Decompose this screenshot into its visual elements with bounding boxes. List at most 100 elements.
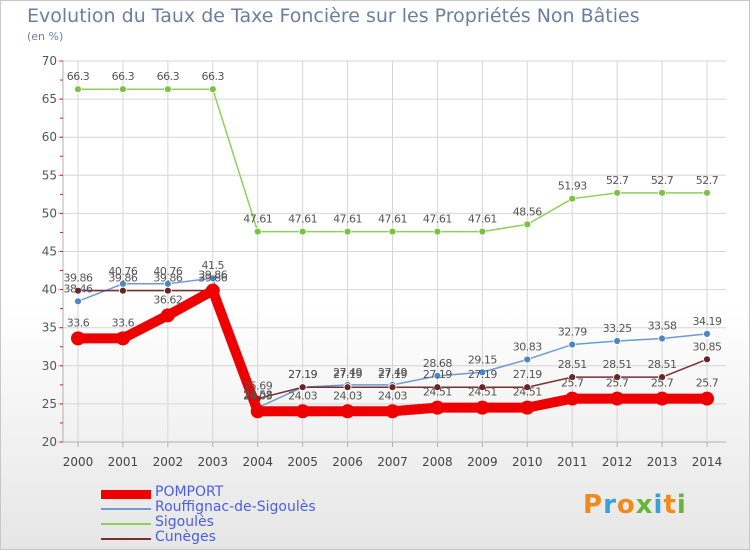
data-point xyxy=(655,391,670,406)
data-point xyxy=(658,373,666,382)
data-label: 25.7 xyxy=(606,377,629,390)
y-tick-label: 50 xyxy=(42,206,57,220)
x-tick-label: 2003 xyxy=(198,455,229,469)
data-label: 39.86 xyxy=(198,269,227,282)
data-label: 66.3 xyxy=(202,70,225,83)
x-tick-label: 2005 xyxy=(287,455,318,469)
data-point xyxy=(250,404,265,419)
data-point xyxy=(478,227,487,236)
data-point xyxy=(568,373,577,382)
y-tick-label: 35 xyxy=(42,321,57,335)
logo-letter: t xyxy=(663,490,677,520)
data-label: 33.6 xyxy=(112,316,135,329)
x-tick-label: 2000 xyxy=(63,455,94,469)
data-label: 47.61 xyxy=(378,213,407,226)
data-label: 27.19 xyxy=(423,368,452,381)
data-point xyxy=(433,227,442,236)
data-label: 66.3 xyxy=(67,70,90,83)
data-label: 28.51 xyxy=(558,358,587,371)
y-tick-label: 20 xyxy=(42,435,57,449)
data-point xyxy=(613,337,622,345)
data-point xyxy=(385,404,400,419)
x-tick-label: 2008 xyxy=(422,455,453,469)
y-tick-label: 45 xyxy=(42,245,57,259)
legend-label: Sigoulès xyxy=(155,514,214,530)
data-label: 27.19 xyxy=(333,368,362,381)
data-label: 52.7 xyxy=(651,174,674,187)
data-point xyxy=(475,400,490,415)
data-point xyxy=(523,355,532,364)
x-tick-label: 2014 xyxy=(692,455,723,469)
data-label: 24.58 xyxy=(243,389,272,402)
x-tick-label: 2006 xyxy=(332,455,363,469)
data-label: 34.19 xyxy=(693,315,722,328)
data-label: 25.7 xyxy=(561,377,584,390)
y-tick-label: 40 xyxy=(42,283,57,297)
data-point xyxy=(478,383,487,392)
data-point xyxy=(703,355,711,364)
x-tick-label: 2007 xyxy=(377,455,408,469)
data-point xyxy=(703,329,711,338)
data-label: 33.58 xyxy=(648,320,677,333)
data-label: 40.76 xyxy=(153,265,182,278)
data-label: 41.5 xyxy=(202,259,225,272)
data-point xyxy=(74,85,82,94)
data-label: 28.51 xyxy=(648,358,677,371)
data-label: 24.03 xyxy=(333,389,362,402)
data-point xyxy=(295,404,310,419)
data-label: 30.83 xyxy=(513,340,542,353)
logo-letter: i xyxy=(676,490,687,520)
data-label: 29.15 xyxy=(468,353,497,366)
data-label: 33.6 xyxy=(67,316,90,329)
data-label: 24.51 xyxy=(468,386,497,399)
data-label: 66.3 xyxy=(157,70,180,83)
unit-label: (en %) xyxy=(27,30,64,43)
data-label: 27.49 xyxy=(378,366,407,379)
data-point xyxy=(568,194,577,203)
data-label: 47.61 xyxy=(333,213,362,226)
legend-swatch xyxy=(101,538,151,540)
data-point xyxy=(74,297,82,306)
data-label: 24.51 xyxy=(423,386,452,399)
data-label: 39.86 xyxy=(198,272,227,285)
data-point xyxy=(700,391,714,406)
x-tick-label: 2004 xyxy=(242,455,273,469)
data-point xyxy=(520,400,535,415)
x-tick-label: 2010 xyxy=(512,455,543,469)
data-point xyxy=(478,368,487,377)
logo-letter: x xyxy=(635,490,654,520)
data-label: 24.51 xyxy=(513,386,542,399)
data-label: 27.19 xyxy=(288,368,317,381)
data-label: 48.56 xyxy=(513,205,542,218)
data-point xyxy=(658,334,666,343)
y-tick-label: 30 xyxy=(42,359,57,373)
x-tick-label: 2001 xyxy=(108,455,139,469)
data-point xyxy=(298,227,307,236)
data-label: 27.49 xyxy=(333,366,362,379)
proxiti-logo: Proxiti xyxy=(583,490,687,520)
data-label: 28.51 xyxy=(603,358,632,371)
data-point xyxy=(523,220,532,229)
data-label: 25.69 xyxy=(243,380,272,393)
y-tick-label: 55 xyxy=(42,168,57,182)
x-tick-label: 2009 xyxy=(467,455,498,469)
data-point xyxy=(658,188,666,197)
legend-swatch xyxy=(101,508,151,510)
data-point xyxy=(74,286,82,295)
data-label: 25.7 xyxy=(651,377,674,390)
data-label: 52.7 xyxy=(696,174,719,187)
data-point xyxy=(298,383,307,392)
data-label: 47.61 xyxy=(243,213,272,226)
logo-letter: o xyxy=(616,490,636,520)
data-label: 39.86 xyxy=(64,272,93,285)
data-point xyxy=(253,227,262,236)
logo-letter: P xyxy=(583,490,604,520)
data-point xyxy=(433,371,442,380)
data-label: 24.03 xyxy=(288,389,317,402)
data-point xyxy=(163,85,172,94)
data-point xyxy=(208,274,217,283)
data-point xyxy=(160,308,175,323)
data-label: 52.7 xyxy=(606,174,629,187)
